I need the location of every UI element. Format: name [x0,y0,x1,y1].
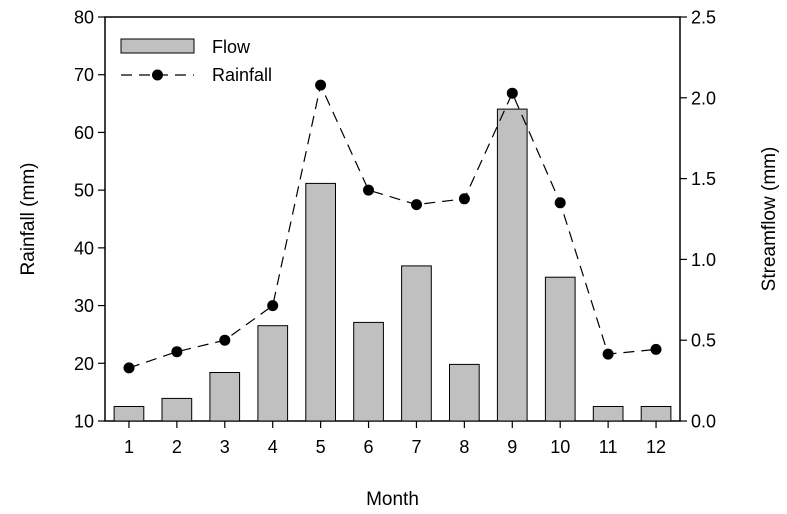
left-axis-title: Rainfall (mm) [18,163,39,276]
x-tick-label: 11 [599,437,618,457]
flow-bar-8 [449,363,480,422]
left-tick-label: 50 [74,181,94,201]
rainfall-point-9 [506,87,518,99]
flow-bar-7 [401,265,432,422]
legend: Flow Rainfall [120,37,272,85]
rainfall-point-10 [554,197,566,209]
right-axis: 0.0 0.5 1.0 1.5 2.0 2.5 [680,8,716,432]
right-tick-label: 1.5 [691,169,716,189]
left-tick-label: 30 [74,296,94,316]
legend-flow-label: Flow [212,37,251,57]
x-tick-label: 9 [507,437,517,457]
flow-bar-1 [113,406,145,422]
x-axis-title: Month [366,489,419,510]
legend-rainfall-label: Rainfall [212,65,272,85]
left-tick-label: 60 [74,123,94,143]
rainfall-line [128,83,657,369]
x-tick-label: 8 [459,437,469,457]
x-tick-label: 3 [220,437,230,457]
flow-bar-5 [305,182,336,422]
legend-flow-swatch [120,38,195,54]
x-tick-label: 6 [364,437,374,457]
left-tick-label: 20 [74,354,94,374]
left-tick-label: 80 [74,8,94,28]
left-axis: 10 20 30 40 50 60 70 80 [74,8,105,432]
rainfall-point-1 [123,362,135,374]
right-tick-label: 0.0 [691,412,716,432]
legend-rainfall-marker [152,69,163,81]
x-tick-label: 12 [646,437,666,457]
rainfall-point-12 [650,343,662,355]
right-axis-title: Streamflow (mm) [759,147,780,292]
plot-area [104,16,681,422]
flow-bar-10 [544,276,576,422]
flow-bars [113,108,672,422]
x-tick-label: 4 [268,437,278,457]
left-tick-label: 10 [74,412,94,432]
flow-bar-3 [209,372,241,422]
right-tick-label: 2.5 [691,8,716,28]
left-tick-label: 70 [74,65,94,85]
right-tick-label: 2.0 [691,88,716,108]
rainfall-point-6 [363,184,374,196]
rainfall-point-11 [602,348,614,360]
rainfall-point-8 [458,193,470,205]
right-tick-label: 1.0 [691,250,716,270]
rainfall-points [123,79,662,374]
rainfall-point-7 [411,199,422,211]
x-tick-label: 5 [316,437,326,457]
left-tick-label: 40 [74,238,94,258]
flow-bar-4 [257,325,289,422]
rainfall-point-4 [267,300,279,312]
flow-bar-9 [496,108,528,422]
x-tick-label: 2 [172,437,182,457]
right-tick-label: 0.5 [691,331,716,351]
flow-bar-11 [592,406,624,422]
rainfall-point-3 [219,334,231,346]
x-tick-label: 1 [124,437,134,457]
x-tick-label: 7 [411,437,421,457]
x-tick-label: 10 [550,437,570,457]
flow-bar-2 [161,397,193,422]
x-axis: 1 2 3 4 5 6 7 8 9 10 11 12 [124,421,666,457]
rainfall-point-5 [315,79,327,91]
flow-bar-12 [640,406,672,422]
flow-bar-6 [353,321,384,422]
rainfall-point-2 [171,346,183,358]
